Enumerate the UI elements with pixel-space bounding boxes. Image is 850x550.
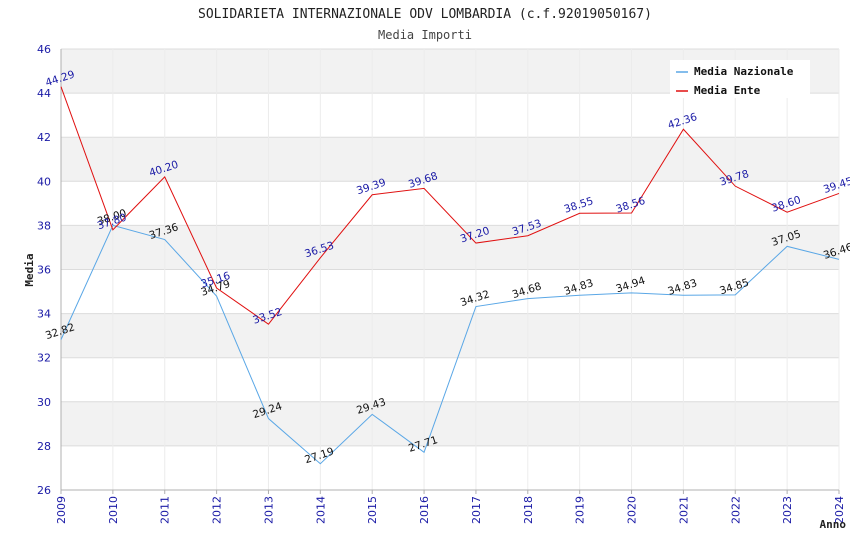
y-tick-label: 46: [37, 43, 51, 56]
x-tick-label: 2023: [781, 496, 794, 524]
x-tick-label: 2015: [366, 496, 379, 524]
chart-subtitle: Media Importi: [378, 28, 472, 42]
y-tick-label: 26: [37, 484, 51, 497]
x-ticks: 2009 2010 2011 2012 2013 2014 2015 2016 2017 2018…: [55, 490, 846, 524]
grid-band: [61, 445, 839, 490]
grid-band: [61, 269, 839, 314]
x-tick-label: 2022: [729, 496, 742, 524]
y-tick-label: 38: [37, 219, 51, 232]
x-axis-label: Anno: [820, 518, 847, 531]
x-tick-label: 2016: [418, 496, 431, 524]
y-tick-label: 42: [37, 131, 51, 144]
grid-band: [61, 181, 839, 226]
x-tick-label: 2021: [677, 496, 690, 524]
x-tick-label: 2019: [574, 496, 587, 524]
x-tick-label: 2018: [522, 496, 535, 524]
x-tick-label: 2014: [314, 496, 327, 524]
axes: [60, 49, 839, 491]
y-ticks: 26 28 30 32 34 36 38 40 42 44 46: [37, 43, 51, 497]
series-line-media-ente: [60, 86, 840, 325]
series-line-media-nazionale: [60, 224, 840, 465]
legend-box: [670, 60, 810, 98]
legend: Media Nazionale Media Ente: [670, 60, 810, 98]
y-axis-label: Media: [23, 253, 36, 286]
legend-label-media-ente: Media Ente: [694, 84, 761, 97]
grid-band: [61, 401, 839, 446]
y-tick-label: 28: [37, 440, 51, 453]
grid-band: [61, 313, 839, 358]
x-tick-label: 2010: [107, 496, 120, 524]
x-tick-label: 2013: [262, 496, 275, 524]
x-tick-label: 2020: [626, 496, 639, 524]
grid-bands: [61, 49, 839, 490]
y-tick-label: 36: [37, 264, 51, 277]
grid-band: [61, 137, 839, 182]
x-tick-label: 2012: [211, 496, 224, 524]
x-tick-label: 2017: [470, 496, 483, 524]
x-tick-label: 2024: [833, 496, 846, 524]
y-tick-label: 30: [37, 396, 51, 409]
x-tick-label: 2011: [159, 496, 172, 524]
x-tick-label: 2009: [55, 496, 68, 524]
y-tick-label: 40: [37, 175, 51, 188]
grid-band: [61, 93, 839, 138]
series-layer: [60, 86, 840, 465]
chart-title: SOLIDARIETA INTERNAZIONALE ODV LOMBARDIA…: [198, 7, 652, 22]
legend-label-media-nazionale: Media Nazionale: [694, 65, 794, 78]
y-tick-label: 32: [37, 352, 51, 365]
y-tick-label: 44: [37, 87, 51, 100]
y-tick-label: 34: [37, 308, 51, 321]
